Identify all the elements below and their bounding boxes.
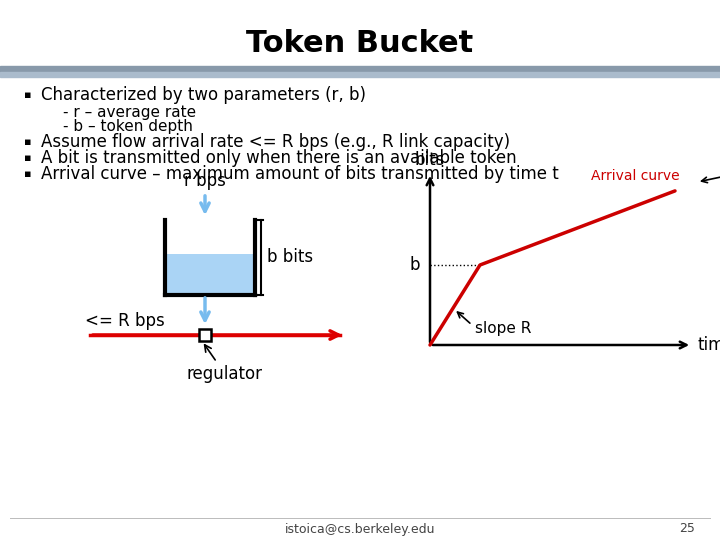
Text: slope R: slope R — [475, 321, 531, 335]
Text: b bits: b bits — [267, 248, 313, 267]
Text: regulator: regulator — [187, 345, 263, 383]
Bar — [0, 72, 720, 77]
Text: Characterized by two parameters (r, b): Characterized by two parameters (r, b) — [41, 86, 366, 104]
Text: ▪: ▪ — [24, 153, 32, 163]
Text: - r – average rate: - r – average rate — [63, 105, 196, 119]
Text: Arrival curve – maximum amount of bits transmitted by time t: Arrival curve – maximum amount of bits t… — [41, 165, 559, 183]
Text: Arrival curve: Arrival curve — [591, 169, 680, 183]
Text: ▪: ▪ — [24, 90, 32, 100]
Text: ▪: ▪ — [24, 169, 32, 179]
Text: b: b — [410, 256, 420, 274]
Bar — [0, 66, 720, 72]
Text: <= R bps: <= R bps — [85, 312, 165, 330]
Text: bits: bits — [415, 151, 445, 169]
Text: - b – token depth: - b – token depth — [63, 118, 193, 133]
Text: 25: 25 — [679, 523, 695, 536]
Text: time: time — [698, 336, 720, 354]
Text: Token Bucket: Token Bucket — [246, 29, 474, 57]
Bar — [199, 329, 211, 341]
Text: istoica@cs.berkeley.edu: istoica@cs.berkeley.edu — [284, 523, 436, 536]
Text: r bps: r bps — [184, 172, 226, 190]
Text: ▪: ▪ — [24, 137, 32, 147]
Text: A bit is transmitted only when there is an available token: A bit is transmitted only when there is … — [41, 149, 517, 167]
Bar — [165, 254, 255, 295]
Text: Assume flow arrival rate <= R bps (e.g., R link capacity): Assume flow arrival rate <= R bps (e.g.,… — [41, 133, 510, 151]
